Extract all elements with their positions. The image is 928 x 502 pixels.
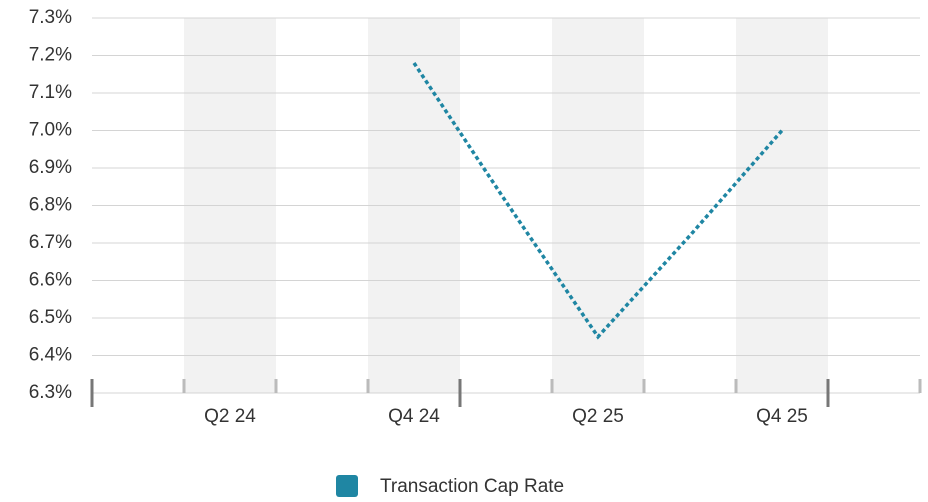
y-tick-label: 6.5% [29, 307, 72, 328]
y-tick-label: 7.3% [29, 7, 72, 28]
y-tick-label: 6.7% [29, 232, 72, 253]
y-tick-label: 7.1% [29, 82, 72, 103]
legend-label: Transaction Cap Rate [380, 476, 564, 497]
y-tick-label: 7.2% [29, 45, 72, 66]
x-tick-label: Q2 24 [204, 406, 256, 427]
y-tick-label: 6.9% [29, 157, 72, 178]
y-tick-label: 6.3% [29, 382, 72, 403]
x-tick-label: Q4 24 [388, 406, 440, 427]
x-tick-label: Q2 25 [572, 406, 624, 427]
y-tick-label: 6.6% [29, 270, 72, 291]
x-tick-label: Q4 25 [756, 406, 808, 427]
y-tick-label: 6.4% [29, 345, 72, 366]
line-series [412, 62, 784, 340]
legend-swatch [336, 475, 358, 497]
y-tick-label: 6.8% [29, 195, 72, 216]
y-tick-label: 7.0% [29, 120, 72, 141]
